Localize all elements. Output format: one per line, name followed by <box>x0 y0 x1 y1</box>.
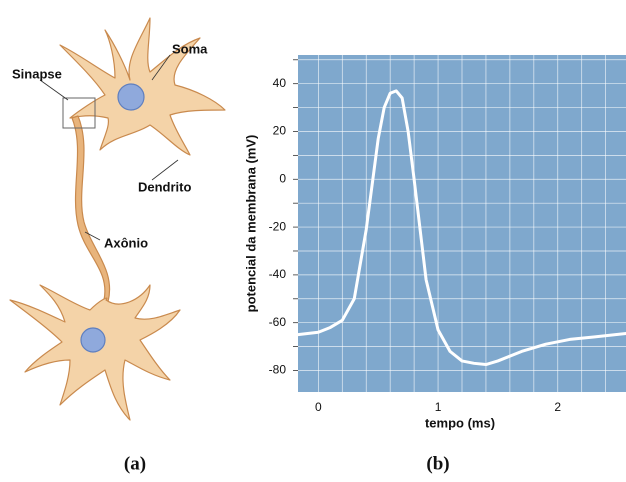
label-synapse: Sinapse <box>12 66 62 81</box>
figure: Sinapse Soma Dendrito Axônio (a) (b) -80… <box>0 0 626 477</box>
x-tick-label: 0 <box>315 400 322 414</box>
y-tick-label: 20 <box>273 124 287 138</box>
y-tick-label: -40 <box>269 267 287 281</box>
x-tick-label: 2 <box>554 400 561 414</box>
label-axon: Axônio <box>104 235 148 250</box>
y-tick-label: -60 <box>269 315 287 329</box>
x-axis-label: tempo (ms) <box>425 415 495 430</box>
y-tick-label: -80 <box>269 363 287 377</box>
y-tick-label: 40 <box>273 76 287 90</box>
caption-b: (b) <box>426 453 449 474</box>
label-soma: Soma <box>172 41 208 56</box>
y-tick-label: -20 <box>269 219 287 233</box>
x-tick-label: 1 <box>435 400 442 414</box>
caption-a: (a) <box>124 453 146 474</box>
page: {"diagram": {"labels": {"synapse": "Sina… <box>0 0 626 477</box>
y-tick-label: 0 <box>279 171 286 185</box>
y-axis-label: potencial da membrana (mV) <box>243 135 258 313</box>
label-dendrite: Dendrito <box>138 179 192 194</box>
